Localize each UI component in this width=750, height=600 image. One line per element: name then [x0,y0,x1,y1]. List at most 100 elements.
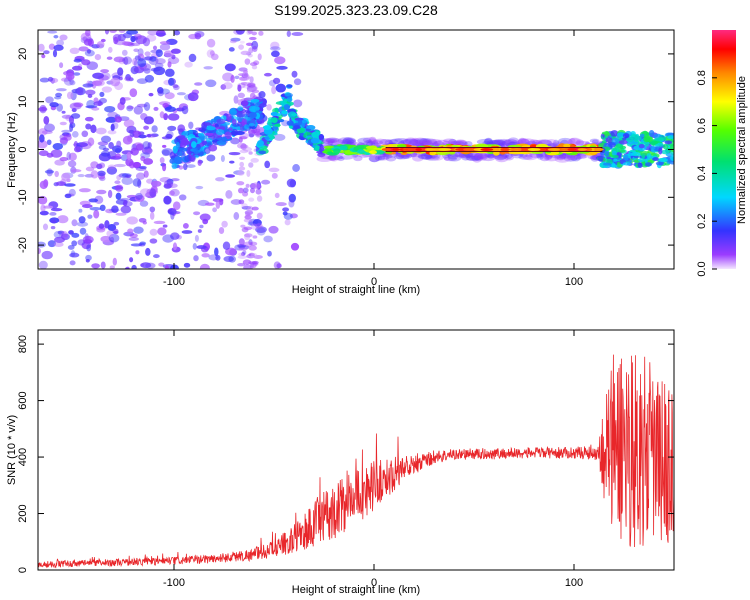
heatmap-blob [546,139,557,145]
heatmap-blob [56,88,67,92]
heatmap-blob [286,30,291,37]
heatmap-blob [134,194,145,202]
heatmap-blob [517,137,527,146]
heatmap-blob [311,132,318,138]
heatmap-blob [325,137,339,144]
heatmap-blob [481,154,496,162]
heatmap-blob [38,106,48,112]
heatmap-blob [415,138,430,145]
heatmap-blob [249,262,254,269]
heatmap-blob [344,138,356,144]
heatmap-blob [99,72,111,81]
heatmap-blob [252,235,258,239]
heatmap-blob [426,148,436,151]
heatmap-blob [38,260,48,269]
heatmap-blob [667,135,674,140]
heatmap-blob [210,53,219,61]
snr-frame [37,329,675,571]
heatmap-blob [591,139,599,145]
heatmap-blob [243,226,253,231]
heatmap-blob [357,137,372,144]
heatmap-blob [208,144,218,152]
heatmap-blob [421,138,438,146]
heatmap-blob [367,139,379,145]
heatmap-blob [236,181,245,186]
heatmap-blob [120,205,132,214]
heatmap-blob [44,169,55,174]
heatmap-blob [230,137,240,145]
heatmap-blob [59,34,68,41]
heatmap-blob [246,89,253,93]
heatmap-blob [520,148,530,151]
heatmap-blob [251,65,258,70]
heatmap-blob [225,247,237,256]
heatmap-blob [188,53,197,63]
heatmap-blob [290,242,300,251]
heatmap-blob [153,254,160,259]
heatmap-blob [282,207,290,212]
heatmap-blob [145,133,158,138]
heatmap-blob [101,86,113,93]
heatmap-blob [135,192,143,200]
heatmap-blob [216,118,226,125]
spectrogram-heatmap [38,30,674,269]
heatmap-blob [575,154,587,159]
heatmap-blob [38,43,45,52]
heatmap-blob [425,154,436,160]
heatmap-blob [246,82,256,89]
heatmap-blob [411,154,424,162]
heatmap-blob [268,167,280,173]
heatmap-blob [162,163,167,172]
heatmap-blob [100,150,111,157]
heatmap-blob [411,138,419,144]
heatmap-blob [149,211,155,220]
heatmap-blob [215,177,225,182]
heatmap-blob [248,245,257,251]
heatmap-blob [328,154,344,160]
heatmap-blob [126,216,139,225]
heatmap-blob [107,111,118,118]
heatmap-blob [597,155,604,162]
heatmap-blob [289,179,296,188]
heatmap-blob [242,84,249,89]
heatmap-blob [201,253,210,258]
heatmap-blob [57,215,69,224]
heatmap-blob [69,252,80,258]
heatmap-blob [215,199,221,209]
heatmap-blob [283,104,290,111]
heatmap-blob [246,170,251,177]
heatmap-blob [476,138,493,145]
heatmap-blob [69,80,76,86]
heatmap-blob [162,144,167,148]
heatmap-blob [612,158,618,162]
heatmap-blob [371,140,384,145]
heatmap-blob [85,258,90,263]
heatmap-blob [205,137,213,143]
heatmap-blob [248,239,253,246]
heatmap-blob [40,204,46,212]
heatmap-blob [402,138,419,146]
heatmap-blob [365,139,373,147]
heatmap-blob [111,205,119,214]
y-tick-label: 0 [17,146,29,152]
heatmap-blob [373,154,381,159]
heatmap-blob [45,96,54,104]
heatmap-blob [128,161,136,169]
heatmap-blob [168,190,175,196]
heatmap-blob [153,66,166,76]
heatmap-blob [229,39,237,44]
heatmap-blob [547,148,560,151]
heatmap-blob [420,139,431,145]
heatmap-blob [239,156,246,160]
heatmap-blob [135,143,144,151]
heatmap-blob [493,150,500,156]
heatmap-blob [155,49,163,58]
heatmap-blob [149,206,156,213]
heatmap-blob [221,220,228,228]
heatmap-blob [127,228,134,234]
heatmap-blob [249,85,258,91]
heatmap-blob [78,216,86,224]
heatmap-blob [41,250,53,260]
heatmap-blob [317,152,326,158]
heatmap-blob [250,241,258,246]
